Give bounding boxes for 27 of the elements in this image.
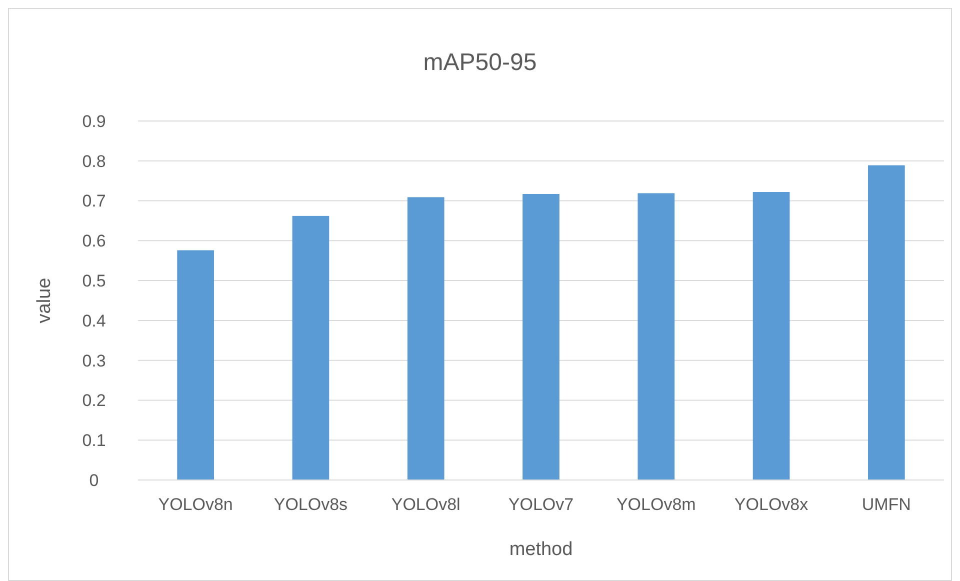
y-tick-label: 0.4	[82, 311, 106, 330]
x-tick-label: YOLOv7	[508, 495, 574, 514]
x-tick-label: UMFN	[862, 495, 911, 514]
y-tick-label: 0.1	[82, 431, 106, 450]
bar	[752, 192, 790, 480]
x-tick-label: YOLOv8l	[391, 495, 460, 514]
y-axis-title: value	[34, 278, 55, 324]
y-tick-label: 0.3	[82, 351, 106, 370]
chart-title: mAP50-95	[423, 49, 537, 76]
x-axis-title: method	[509, 539, 573, 560]
x-tick-label: YOLOv8s	[274, 495, 348, 514]
y-tick-label: 0.7	[82, 192, 106, 211]
bar	[407, 197, 444, 480]
y-tick-label: 0	[89, 470, 99, 490]
y-tick-label: 0.6	[82, 232, 106, 251]
y-tick-label: 0.8	[82, 152, 106, 171]
y-tick-label: 0.2	[82, 391, 106, 410]
bar	[292, 216, 330, 480]
bar	[177, 250, 214, 480]
y-tick-label: 0.5	[82, 272, 106, 291]
bar	[638, 193, 675, 480]
x-tick-label: YOLOv8n	[158, 495, 233, 514]
bar	[522, 194, 560, 480]
x-tick-label: YOLOv8x	[734, 495, 809, 514]
y-tick-label: 0.9	[82, 112, 106, 131]
x-tick-label: YOLOv8m	[616, 495, 696, 514]
bar	[868, 165, 905, 480]
